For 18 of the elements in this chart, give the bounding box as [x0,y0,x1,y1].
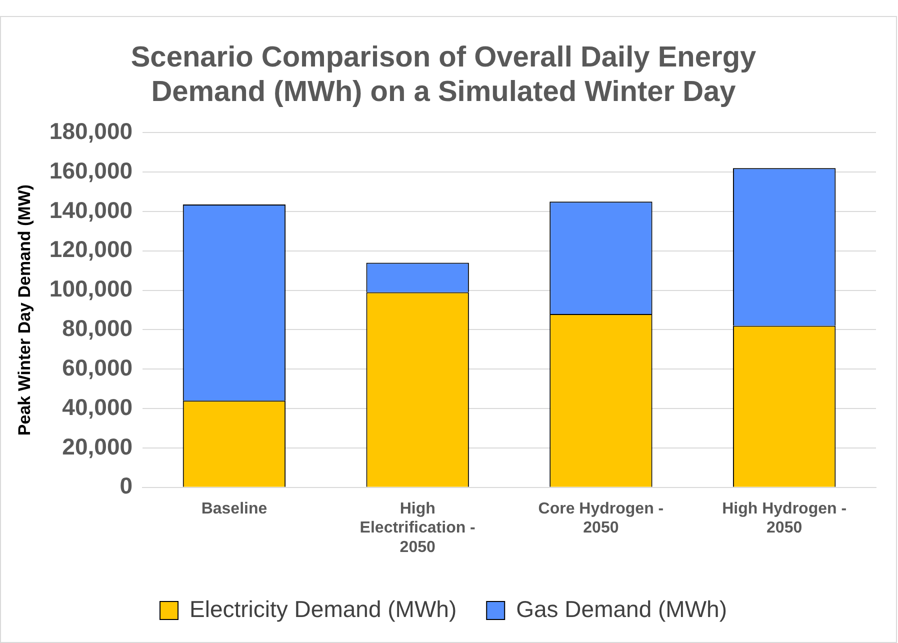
y-tick-label: 60,000 [62,354,133,380]
y-tick-label: 80,000 [62,315,133,342]
y-axis-title: Peak Winter Day Demand (MW) [14,184,34,436]
x-tick-label: High Hydrogen - 2050 [722,500,847,537]
y-tick-label: 140,000 [49,196,133,223]
legend-label: Gas Demand (MWh) [516,596,727,622]
x-tick-label: Baseline [201,500,268,518]
y-tick-label: 180,000 [49,118,133,144]
legend-label: Electricity Demand (MWh) [190,596,457,622]
y-tick-label: 0 [120,472,133,499]
y-tick-label: 120,000 [49,236,133,262]
y-tick-label: 160,000 [49,157,133,184]
y-tick-label: 100,000 [49,276,133,302]
y-tick-label: 20,000 [62,433,133,460]
chart-title: Scenario Comparison of Overall Daily Energy Demand (MWh) on a Simulated Winter Day [130,41,756,108]
y-tick-label: 40,000 [62,394,133,420]
x-tick-label: Core Hydrogen - 2050 [538,500,664,537]
x-tick-label: High Electrification - 2050 [360,500,476,556]
